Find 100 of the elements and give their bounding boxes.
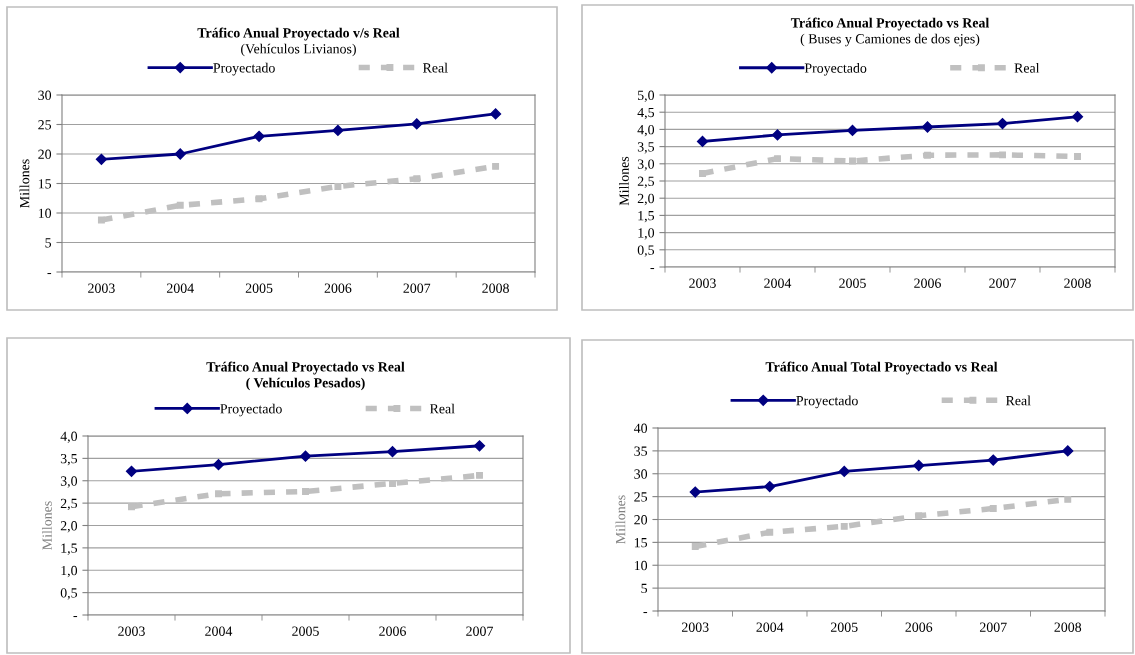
y-tick-label: 10 — [634, 560, 648, 571]
y-tick-label: 35 — [634, 446, 648, 456]
x-tick-label: 2003 — [88, 283, 115, 293]
point — [840, 522, 848, 530]
point — [302, 488, 309, 495]
point — [389, 479, 396, 487]
chart-title: Tráfico Anual Proyectado vs Real — [206, 361, 405, 375]
x-tick-label: 2006 — [379, 626, 406, 636]
y-tick-label: 10 — [38, 208, 52, 218]
point — [915, 512, 923, 520]
x-tick-label: 2004 — [756, 622, 784, 632]
legend-label: Proyectado — [213, 62, 275, 76]
y-axis-title: Millones — [619, 156, 629, 206]
y-tick-label: 1,0 — [638, 228, 655, 240]
chart-title: Tráfico Anual Proyectado v/s Real — [197, 27, 400, 41]
y-tick-label: 2,0 — [637, 193, 655, 206]
y-tick-label: 2,0 — [60, 521, 78, 533]
y-tick-label: 1,5 — [61, 543, 78, 555]
point — [174, 148, 186, 160]
point — [386, 446, 399, 458]
legend-label: Proyectado — [220, 403, 282, 417]
x-tick-label: 2007 — [466, 626, 493, 636]
x-tick-label: 2005 — [830, 622, 858, 632]
point — [212, 459, 225, 471]
y-tick-label: - — [643, 612, 648, 614]
y-tick-label: - — [47, 273, 52, 275]
y-tick-label: 25 — [634, 492, 648, 502]
x-tick-label: 2008 — [482, 283, 509, 293]
point — [253, 130, 265, 142]
point — [699, 169, 706, 177]
y-tick-label: 4,0 — [637, 124, 655, 137]
legend-label: Real — [422, 62, 448, 73]
x-tick-label: 2006 — [905, 622, 933, 632]
point — [921, 121, 934, 133]
legend-label: Real — [1014, 62, 1040, 73]
point — [691, 543, 699, 550]
y-tick-label: 3,5 — [637, 142, 655, 154]
legend-label: Proyectado — [804, 62, 867, 76]
y-tick-label: 30 — [634, 469, 648, 479]
chart-title: Tráfico Anual Total Proyectado vs Real — [765, 361, 998, 375]
y-tick-label: - — [650, 268, 655, 270]
x-tick-label: 2006 — [324, 283, 352, 293]
point — [771, 129, 784, 141]
y-tick-label: 3,0 — [60, 476, 78, 488]
point — [176, 201, 184, 209]
point — [332, 124, 344, 137]
y-tick-label: 1,0 — [61, 565, 78, 578]
y-tick-label: 3,5 — [60, 454, 78, 466]
legend-label: Proyectado — [796, 395, 858, 409]
x-tick-label: 2004 — [764, 278, 792, 288]
chart-subtitle: ( Vehículos Pesados) — [246, 377, 365, 391]
point — [999, 151, 1006, 159]
y-tick-label: 40 — [633, 423, 648, 433]
y-tick-label: 15 — [38, 179, 52, 189]
point — [987, 454, 999, 466]
chart-subtitle: ( Buses y Camiones de dos ejes) — [800, 33, 980, 47]
y-tick-label: 30 — [38, 90, 52, 100]
point — [489, 108, 502, 120]
point — [215, 490, 222, 498]
point — [924, 151, 931, 159]
y-tick-label: 0,5 — [60, 588, 78, 600]
x-tick-label: 2005 — [245, 283, 273, 293]
point — [95, 153, 108, 165]
y-tick-label: 5 — [641, 583, 648, 594]
chart-subtitle: (Vehículos Livianos) — [241, 43, 356, 57]
y-tick-label: 4,0 — [60, 431, 78, 443]
point — [696, 135, 709, 148]
point — [689, 486, 701, 498]
y-tick-label: 5,0 — [638, 90, 655, 102]
y-tick-label: 2,5 — [637, 176, 655, 188]
y-axis-title: Millones — [615, 495, 626, 544]
y-tick-label: 25 — [38, 120, 52, 130]
x-tick-label: 2008 — [1054, 622, 1082, 632]
legend-label: Real — [1005, 395, 1031, 406]
point — [492, 162, 500, 170]
point — [413, 175, 421, 183]
legend-label: Real — [429, 403, 455, 414]
y-tick-label: 1,5 — [638, 211, 655, 223]
x-tick-label: 2007 — [979, 622, 1007, 632]
y-tick-label: 3,0 — [637, 159, 655, 171]
y-tick-label: 15 — [634, 538, 648, 548]
point — [913, 459, 925, 472]
x-tick-label: 2004 — [205, 626, 233, 636]
point — [255, 195, 263, 203]
y-tick-label: 20 — [634, 515, 648, 525]
y-axis-title: Millones — [42, 501, 52, 550]
point — [1071, 111, 1084, 123]
point — [989, 505, 997, 512]
x-tick-label: 2004 — [166, 283, 194, 293]
point — [97, 216, 105, 224]
point — [764, 480, 776, 493]
point — [476, 471, 483, 479]
point — [473, 440, 486, 452]
y-tick-label: 5 — [45, 238, 52, 248]
x-tick-label: 2003 — [118, 626, 145, 636]
point — [299, 450, 312, 462]
point — [766, 528, 774, 536]
point — [1062, 445, 1074, 457]
point — [128, 503, 135, 511]
point — [849, 157, 856, 165]
